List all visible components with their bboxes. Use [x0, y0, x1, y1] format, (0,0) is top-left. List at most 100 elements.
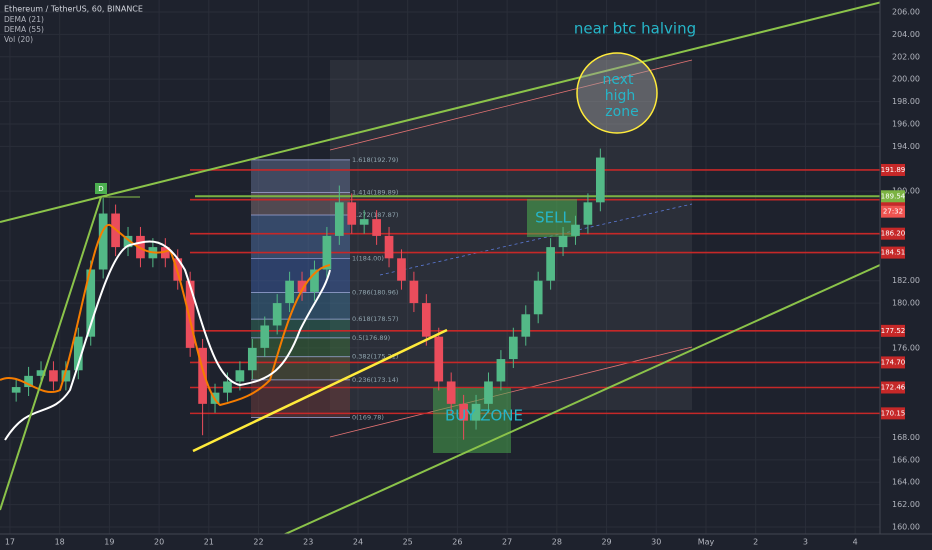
annotation: SELL	[535, 209, 571, 227]
y-tick-label: 206.00	[892, 8, 920, 17]
price-label-box	[881, 324, 905, 337]
candle-body	[409, 280, 419, 304]
candle-body	[185, 280, 195, 348]
y-tick-label: 168.00	[892, 433, 920, 442]
x-tick-label: 22	[253, 538, 263, 547]
price-label-box	[881, 407, 905, 420]
candle-body	[260, 325, 270, 348]
y-tick-label: 202.00	[892, 52, 920, 61]
candle-body	[546, 247, 555, 281]
candle-body	[558, 235, 568, 248]
channel-line	[329, 59, 693, 151]
candle-body	[98, 213, 108, 270]
countdown: 27:32	[883, 208, 903, 216]
x-tick-label: 26	[452, 538, 462, 547]
price-label: 184.51	[881, 249, 906, 257]
fib-label: 1.272(187.87)	[352, 211, 398, 219]
fib-label: 0(169.78)	[352, 414, 384, 422]
indicator-label: Vol (20)	[4, 35, 33, 44]
candle-body	[173, 258, 183, 281]
trend-line	[0, 0, 891, 223]
x-tick-label: 28	[552, 538, 562, 547]
price-label-box	[881, 356, 905, 369]
candle-body	[459, 403, 468, 421]
x-tick-label: 4	[853, 538, 858, 547]
x-tick-label: May	[698, 538, 715, 547]
candle-body	[223, 381, 232, 393]
x-tick-label: 20	[154, 538, 164, 547]
price-label: 170.15	[881, 409, 906, 417]
sell-zone	[527, 199, 577, 237]
price-label-box	[881, 163, 905, 176]
fib-band	[251, 292, 350, 320]
x-tick-label: 30	[651, 538, 661, 547]
dema-21	[0, 224, 331, 407]
candle-body	[571, 224, 580, 236]
dema-55	[4, 240, 331, 441]
candle-body	[61, 370, 71, 382]
candle-body	[372, 219, 381, 236]
fib-label: 1.414(189.89)	[352, 188, 398, 196]
candle-body	[384, 235, 394, 259]
candle-body	[595, 157, 605, 203]
candle-body	[508, 336, 518, 360]
candle-body	[397, 258, 406, 281]
levels	[190, 169, 880, 415]
candle-body	[583, 202, 593, 225]
current-price-box	[881, 190, 905, 203]
candle-body	[297, 280, 307, 292]
y-tick-label: 182.00	[892, 276, 920, 285]
candle-body	[123, 235, 133, 248]
marker	[95, 183, 107, 194]
candle-body	[434, 336, 444, 382]
candle-body	[359, 219, 369, 225]
y-tick-label: 204.00	[892, 30, 920, 39]
candle-body	[310, 269, 319, 292]
price-label-box	[881, 246, 905, 259]
y-tick-label: 190.00	[892, 187, 920, 196]
fib-band	[251, 214, 350, 259]
fib-label: 1.618(192.79)	[352, 156, 398, 164]
x-tick-label: 19	[104, 538, 114, 547]
price-label-box	[881, 381, 905, 394]
x-tick-label: 23	[303, 538, 313, 547]
candle-body	[24, 375, 33, 388]
candle-body	[347, 202, 357, 225]
candle-body	[322, 235, 332, 270]
candle-body	[533, 280, 543, 315]
x-tick-label: 29	[601, 538, 611, 547]
price-label: 177.52	[881, 327, 906, 335]
time-axis	[0, 534, 932, 550]
candle-body	[421, 303, 431, 337]
fib-label: 1(184.00)	[352, 254, 384, 262]
candle-body	[285, 280, 294, 304]
y-tick-label: 194.00	[892, 142, 920, 151]
y-tick-label: 180.00	[892, 299, 920, 308]
candle-body	[49, 370, 58, 382]
candle-body	[11, 387, 21, 393]
y-tick-label: 176.00	[892, 343, 920, 352]
price-label-box	[881, 227, 905, 240]
fib-label: 0.5(176.89)	[352, 334, 390, 342]
fib-label: 0.236(173.14)	[352, 376, 398, 384]
candle-body	[471, 403, 481, 421]
x-tick-label: 24	[353, 538, 363, 547]
y-tick-label: 200.00	[892, 75, 920, 84]
candle-body	[521, 314, 531, 337]
annotation: zone	[605, 104, 638, 120]
candle-body	[86, 269, 96, 337]
fib-retracement: 1.618(192.79) 1.414(189.89) 1.272(187.87) 1…	[251, 156, 398, 422]
y-tick-label: 164.00	[892, 478, 920, 487]
price-label: 174.70	[881, 358, 906, 366]
title: Ethereum / TetherUS, 60, BINANCE	[4, 5, 143, 14]
fib-label: 0.786(180.96)	[352, 288, 398, 296]
candle-body	[272, 303, 282, 326]
candle-body	[73, 336, 83, 371]
price-axis	[880, 0, 932, 550]
candles	[11, 148, 605, 440]
axes: 206.00 204.00 202.00 200.00 198.00 196.00 194.…	[5, 8, 920, 547]
y-tick-label: 198.00	[892, 97, 920, 106]
x-tick-label: 2	[753, 538, 758, 547]
